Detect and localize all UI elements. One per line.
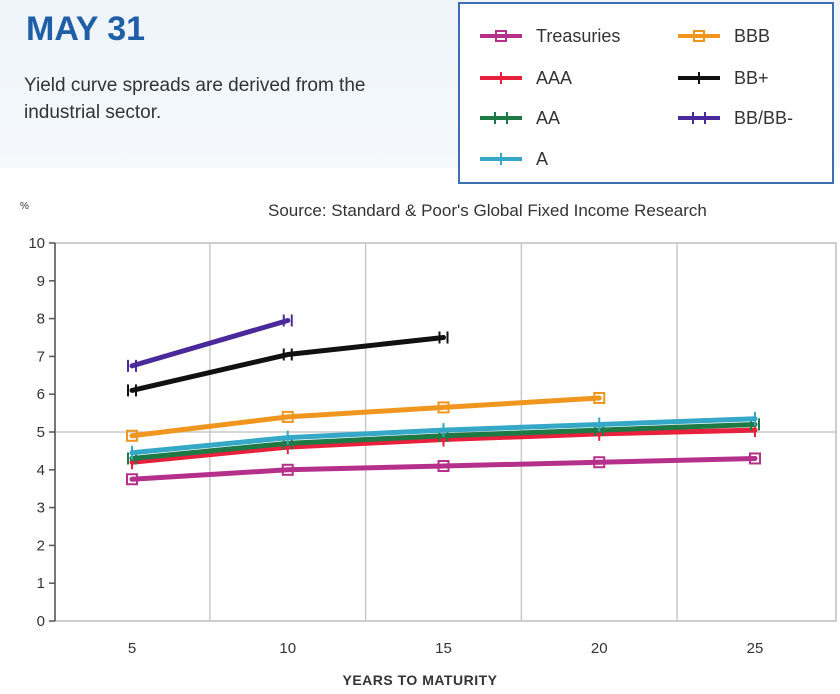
- data-point: [437, 401, 450, 414]
- y-tick-label: 1: [37, 575, 45, 592]
- legend-swatch-bb-bb-minus: [678, 112, 720, 124]
- data-point: [281, 463, 294, 476]
- data-point: [593, 391, 606, 404]
- x-tick-label: 5: [128, 640, 136, 657]
- data-point: [281, 410, 294, 423]
- legend-swatch-aa: [480, 112, 522, 124]
- y-tick-label: 3: [37, 500, 45, 517]
- data-point: [593, 456, 606, 469]
- legend-label: AAA: [536, 67, 573, 88]
- x-tick-label: 15: [435, 640, 452, 657]
- data-point: [126, 429, 138, 442]
- series-line: [129, 455, 758, 482]
- series-bb-: [127, 331, 449, 397]
- y-tick-label: 6: [37, 386, 45, 403]
- legend-item-bb-plus: BB+: [676, 66, 769, 90]
- legend-item-aaa: AAA: [478, 66, 572, 90]
- y-tick-label: 8: [37, 311, 45, 328]
- y-axis-unit: %: [20, 201, 29, 212]
- legend-label: BB+: [734, 67, 769, 88]
- series-a: [129, 411, 758, 460]
- y-tick-label: 0: [37, 613, 45, 630]
- x-axis-label: YEARS TO MATURITY: [342, 672, 498, 688]
- y-tick-label: 10: [28, 235, 45, 252]
- legend-item-treasuries: Treasuries: [478, 24, 620, 48]
- data-point: [126, 473, 138, 486]
- legend-label: BB/BB-: [734, 107, 794, 128]
- series-lines: [126, 314, 761, 486]
- legend-label: A: [536, 148, 549, 169]
- legend-swatch-bb-plus: [678, 72, 720, 84]
- chart-source: Source: Standard & Poor's Global Fixed I…: [268, 201, 707, 220]
- y-tick-label: 4: [37, 462, 45, 479]
- tick-labels: 0 1 2 3 4 5 6 7 8 9 10 5 10 15 20 25: [28, 235, 763, 657]
- legend-label: BBB: [734, 25, 771, 46]
- page-title: MAY 31: [26, 10, 146, 48]
- legend-swatch-treasuries: [480, 30, 522, 42]
- data-point: [437, 460, 450, 473]
- x-tick-label: 10: [279, 640, 296, 657]
- y-tick-label: 5: [37, 424, 45, 441]
- legend-label: Treasuries: [536, 25, 621, 46]
- series-bbb: [126, 391, 606, 442]
- series-bb-bb-: [127, 314, 293, 372]
- x-tick-label: 20: [591, 640, 608, 657]
- chart-legend: Treasuries AAA AA A BBB BB+ BB/BB-: [458, 2, 834, 184]
- series-treasuries: [126, 452, 761, 486]
- legend-item-bbb: BBB: [676, 24, 770, 48]
- y-tick-label: 9: [37, 273, 45, 290]
- legend-swatch-a: [480, 153, 522, 165]
- legend-item-a: A: [478, 147, 548, 171]
- legend-swatch-aaa: [480, 72, 522, 84]
- legend-item-aa: AA: [478, 106, 560, 130]
- legend-swatch-bbb: [678, 30, 720, 42]
- legend-item-bb-bb-minus: BB/BB-: [676, 106, 793, 130]
- y-tick-label: 2: [37, 537, 45, 554]
- series-line: [129, 395, 602, 439]
- x-tick-label: 25: [747, 640, 764, 657]
- data-point: [749, 452, 761, 465]
- legend-label: AA: [536, 107, 561, 128]
- series-line: [129, 317, 291, 369]
- series-line: [129, 335, 446, 393]
- chart-subtitle: Yield curve spreads are derived from the…: [24, 75, 366, 123]
- axes: [49, 242, 56, 622]
- y-tick-label: 7: [37, 348, 45, 365]
